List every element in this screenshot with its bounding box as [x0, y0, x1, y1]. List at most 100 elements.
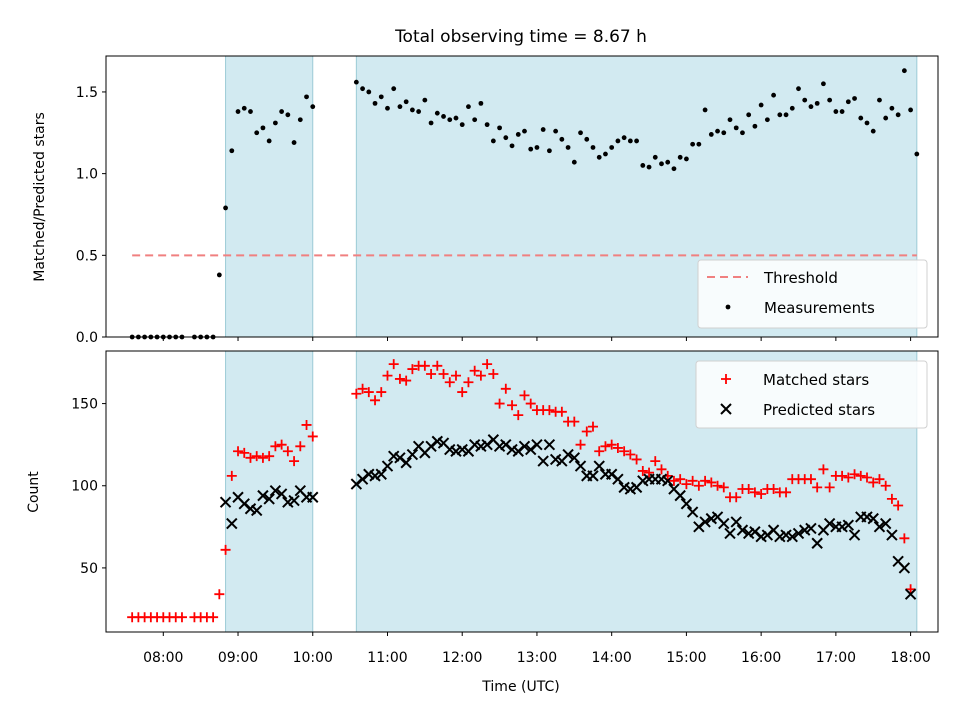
bottom-series-1-point-68 — [680, 498, 693, 510]
bottom-series-0-point-60 — [544, 405, 555, 416]
top-series-0-point-105 — [827, 97, 833, 103]
bottom-series-0-point-116 — [893, 500, 904, 511]
top-series-0-point-86 — [708, 132, 714, 137]
chart-title: Total observing time = 8.67 h — [394, 27, 647, 47]
top-series-0-point-81 — [677, 154, 683, 160]
top-series-0-point-47 — [466, 104, 471, 110]
top-series-0-point-63 — [565, 145, 571, 150]
top-series-0-point-22 — [272, 120, 278, 126]
bottom-series-1-point-19 — [375, 468, 387, 480]
bottom-series-0-point-40 — [419, 360, 430, 371]
bottom-series-0-point-78 — [656, 464, 667, 475]
bottom-series-0-point-20 — [257, 452, 268, 463]
top-series-0-point-90 — [733, 125, 739, 131]
bottom-series-0-point-73 — [625, 449, 636, 460]
top-series-0-point-102 — [808, 104, 814, 110]
bottom-series-1-point-103 — [898, 562, 911, 574]
top-plot-frame — [105, 55, 939, 338]
xtick-label-9: 17:00 — [816, 650, 856, 666]
bottom-series-0-point-16 — [233, 446, 244, 457]
bottom-series-0-point-21 — [264, 451, 275, 462]
bottom-series-1-point-8 — [269, 484, 282, 497]
top-series-0-point-16 — [235, 109, 241, 114]
top-series-0-point-42 — [434, 110, 440, 116]
bottom-series-1-point-46 — [543, 438, 556, 451]
top-series-0-point-15 — [229, 148, 235, 154]
bottom-series-0-point-85 — [700, 475, 711, 486]
bottom-series-0-point-70 — [606, 439, 617, 450]
top-series-0-point-44 — [447, 117, 453, 123]
bottom-series-0-point-12 — [208, 612, 219, 623]
bottom-series-1-point-57 — [612, 473, 624, 485]
top-series-0-point-31 — [366, 89, 372, 95]
top-series-0-point-87 — [715, 128, 720, 134]
bottom-series-0-point-115 — [886, 493, 897, 504]
bottom-series-0-point-34 — [382, 370, 393, 381]
bottom-series-0-point-103 — [812, 482, 823, 493]
bottom-series-1-point-104 — [904, 588, 917, 600]
top-series-0-point-37 — [403, 99, 409, 105]
bottom-series-0-point-42 — [432, 360, 443, 371]
bottom-series-1-point-24 — [406, 448, 419, 461]
top-ytick-label-2: 1.0 — [76, 167, 98, 183]
top-series-0-point-101 — [802, 97, 808, 103]
bottom-series-1-point-95 — [848, 529, 861, 541]
bottom-series-0-point-35 — [388, 359, 399, 370]
top-series-0-point-55 — [515, 132, 521, 137]
bottom-legend — [695, 360, 928, 429]
top-series-0-point-28 — [310, 104, 316, 110]
top-series-0-point-58 — [534, 145, 540, 150]
top-series-0-point-75 — [640, 163, 646, 168]
top-series-0-point-32 — [372, 100, 378, 106]
bottom-series-0-point-68 — [594, 446, 605, 457]
top-series-0-point-92 — [746, 112, 752, 118]
top-series-0-point-66 — [584, 136, 590, 142]
top-ytick-label-3: 1.5 — [76, 85, 98, 101]
top-series-0-point-51 — [490, 138, 496, 144]
top-series-0-point-82 — [684, 156, 689, 162]
bottom-series-1-point-6 — [257, 489, 269, 502]
top-series-0-point-54 — [509, 143, 515, 149]
bottom-series-0-point-24 — [282, 446, 293, 457]
top-series-0-point-40 — [422, 97, 428, 103]
top-y-axis-label: Matched/Predicted stars — [32, 112, 48, 282]
bottom-series-0-point-86 — [706, 477, 717, 488]
top-series-0-point-27 — [304, 94, 309, 100]
bottom-series-0-point-81 — [675, 474, 686, 485]
top-series-0-point-72 — [621, 135, 627, 141]
bottom-series-0-point-114 — [880, 480, 891, 491]
bottom-series-0-point-66 — [581, 426, 592, 437]
top-series-0-point-97 — [777, 112, 783, 118]
bottom-series-0-point-83 — [687, 475, 698, 486]
top-series-0-point-110 — [858, 115, 864, 121]
bottom-series-0-point-52 — [494, 398, 505, 409]
top-series-0-point-26 — [297, 117, 303, 123]
bottom-series-0-point-93 — [749, 487, 760, 498]
top-series-0-point-106 — [833, 109, 839, 114]
bottom-series-0-point-19 — [251, 451, 262, 462]
xtick-label-8: 16:00 — [741, 650, 781, 666]
bottom-series-0-point-111 — [862, 472, 873, 483]
top-series-0-point-76 — [646, 164, 652, 170]
xtick-label-0: 08:00 — [143, 650, 183, 666]
bottom-series-0-point-65 — [575, 439, 586, 450]
xtick-label-10: 18:00 — [890, 650, 930, 666]
bottom-series-0-point-18 — [245, 452, 256, 463]
top-series-0-point-95 — [764, 117, 770, 123]
bottom-series-1-point-77 — [736, 524, 749, 536]
top-series-0-point-14 — [223, 205, 228, 211]
bottom-series-1 — [219, 434, 917, 600]
top-series-0-point-57 — [528, 146, 534, 152]
top-series-0-point-24 — [285, 112, 291, 118]
top-series-0 — [129, 68, 920, 340]
top-series-0-point-119 — [914, 151, 920, 157]
bottom-series-0-point-94 — [756, 488, 767, 499]
axes: 0.0 0.5 1.0 1.5 50 100 150 08:00 09:00 10:00 11:00… — [71, 55, 939, 666]
bottom-series-0-point-118 — [905, 584, 916, 595]
top-series-0-point-73 — [627, 138, 633, 144]
bottom-series-0-point-51 — [488, 369, 499, 380]
top-series-0-point-59 — [540, 127, 546, 132]
top-series-0-point-112 — [870, 128, 876, 134]
bottom-series-0-point-108 — [843, 472, 854, 483]
top-series-0-point-107 — [839, 109, 845, 114]
